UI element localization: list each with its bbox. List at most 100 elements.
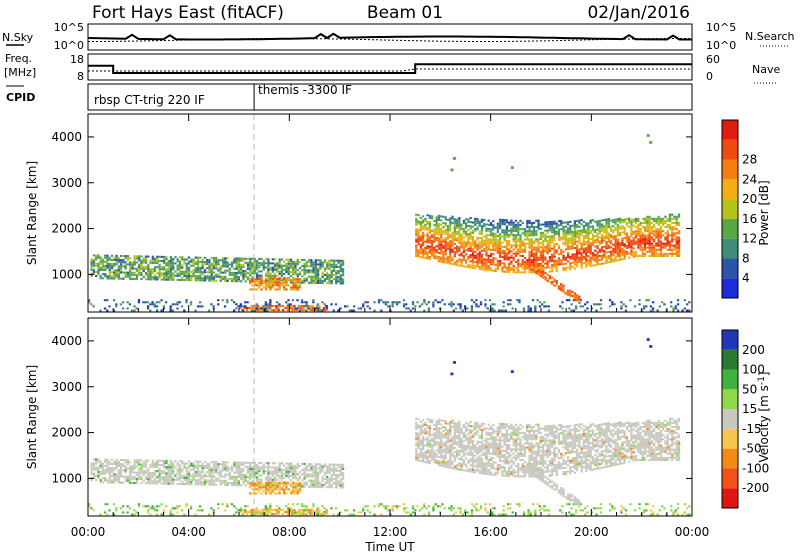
power-cell: [526, 223, 529, 227]
velocity-cell: [104, 473, 107, 476]
power-cell: [264, 288, 268, 291]
power-cell: [569, 245, 572, 248]
power-cell: [442, 230, 445, 233]
power-cell: [151, 278, 154, 281]
velocity-cell: [273, 488, 277, 491]
power-cell: [621, 247, 624, 250]
velocity-cell: [275, 505, 279, 508]
power-cell: [294, 269, 297, 272]
power-cell: [510, 262, 513, 265]
velocity-cell: [251, 480, 254, 483]
power-cell: [672, 307, 675, 310]
power-cell: [183, 270, 186, 273]
power-cell: [492, 249, 495, 252]
power-cell: [444, 224, 447, 227]
velocity-cell: [172, 472, 175, 475]
power-cell: [467, 233, 470, 236]
power-cell: [578, 248, 581, 251]
power-cell: [242, 272, 245, 275]
velocity-cell: [402, 507, 406, 510]
power-cell: [160, 278, 163, 281]
power-cell: [571, 234, 574, 238]
velocity-cell: [312, 479, 315, 482]
power-cell: [269, 284, 272, 287]
power-cell: [135, 273, 139, 276]
velocity-cell: [278, 480, 281, 484]
power-cell: [444, 259, 447, 262]
velocity-cell: [305, 513, 308, 516]
velocity-cell: [319, 465, 322, 468]
power-cell: [421, 242, 425, 245]
power-cell: [560, 259, 563, 262]
power-cell: [594, 253, 597, 256]
power-cell: [662, 242, 665, 245]
power-cell: [246, 263, 250, 266]
velocity-cell: [88, 505, 91, 508]
power-cell: [535, 258, 538, 261]
velocity-cell: [92, 472, 96, 475]
power-cell: [306, 304, 310, 307]
power-cell: [258, 274, 261, 277]
power-cell: [510, 268, 513, 272]
power-cell: [359, 307, 363, 310]
velocity-cell: [516, 503, 519, 506]
velocity-cell: [491, 507, 494, 510]
power-cell: [339, 278, 342, 281]
power-cell: [476, 222, 479, 225]
power-cell: [199, 269, 202, 272]
power-cell: [319, 263, 322, 266]
power-cell: [479, 301, 483, 304]
velocity-cell: [278, 474, 281, 477]
power-cell: [501, 220, 504, 224]
power-cell: [614, 257, 617, 260]
power-cell: [659, 219, 663, 222]
velocity-cell: [500, 513, 503, 516]
power-cell: [283, 281, 286, 284]
velocity-cell: [153, 474, 157, 477]
power-cell: [505, 243, 509, 247]
power-cell: [521, 261, 524, 264]
power-cell: [115, 271, 118, 274]
velocity-cell: [491, 511, 494, 514]
velocity-cell: [97, 472, 100, 475]
velocity-cell: [258, 466, 261, 469]
power-cell: [546, 225, 549, 228]
power-cell: [224, 275, 227, 278]
power-cell: [287, 299, 290, 302]
velocity-cell: [122, 481, 125, 484]
power-cell: [600, 250, 604, 253]
power-cell: [675, 221, 678, 224]
velocity-cell: [117, 481, 120, 484]
power-cell: [607, 232, 610, 235]
power-cell: [582, 220, 586, 223]
power-cell: [666, 236, 669, 239]
power-cell: [535, 269, 538, 273]
power-cell: [330, 282, 333, 285]
power-cell: [124, 275, 127, 278]
power-cell: [668, 242, 672, 245]
velocity-cell: [450, 505, 453, 508]
power-cell: [440, 260, 443, 263]
velocity-cell: [155, 509, 159, 512]
power-cell: [580, 233, 583, 236]
colorbar-swatch: [722, 139, 738, 160]
velocity-cell: [277, 513, 280, 516]
power-cell: [461, 309, 464, 312]
velocity-cell: [254, 513, 258, 516]
power-cell: [153, 278, 157, 281]
power-cell: [217, 267, 220, 270]
velocity-cell: [180, 509, 184, 512]
power-cell: [117, 277, 120, 280]
colorbar-tick: 4: [742, 271, 750, 285]
power-cell: [527, 307, 530, 310]
site-title: Fort Hays East (fitACF): [92, 3, 284, 23]
power-cell: [283, 288, 286, 291]
power-cell: [677, 236, 681, 239]
power-cell: [492, 257, 495, 260]
velocity-cell: [288, 508, 292, 511]
power-cell: [131, 309, 134, 312]
power-cell: [454, 307, 458, 310]
power-cell: [548, 235, 552, 238]
power-cell: [156, 257, 159, 260]
power-cell: [517, 261, 520, 264]
